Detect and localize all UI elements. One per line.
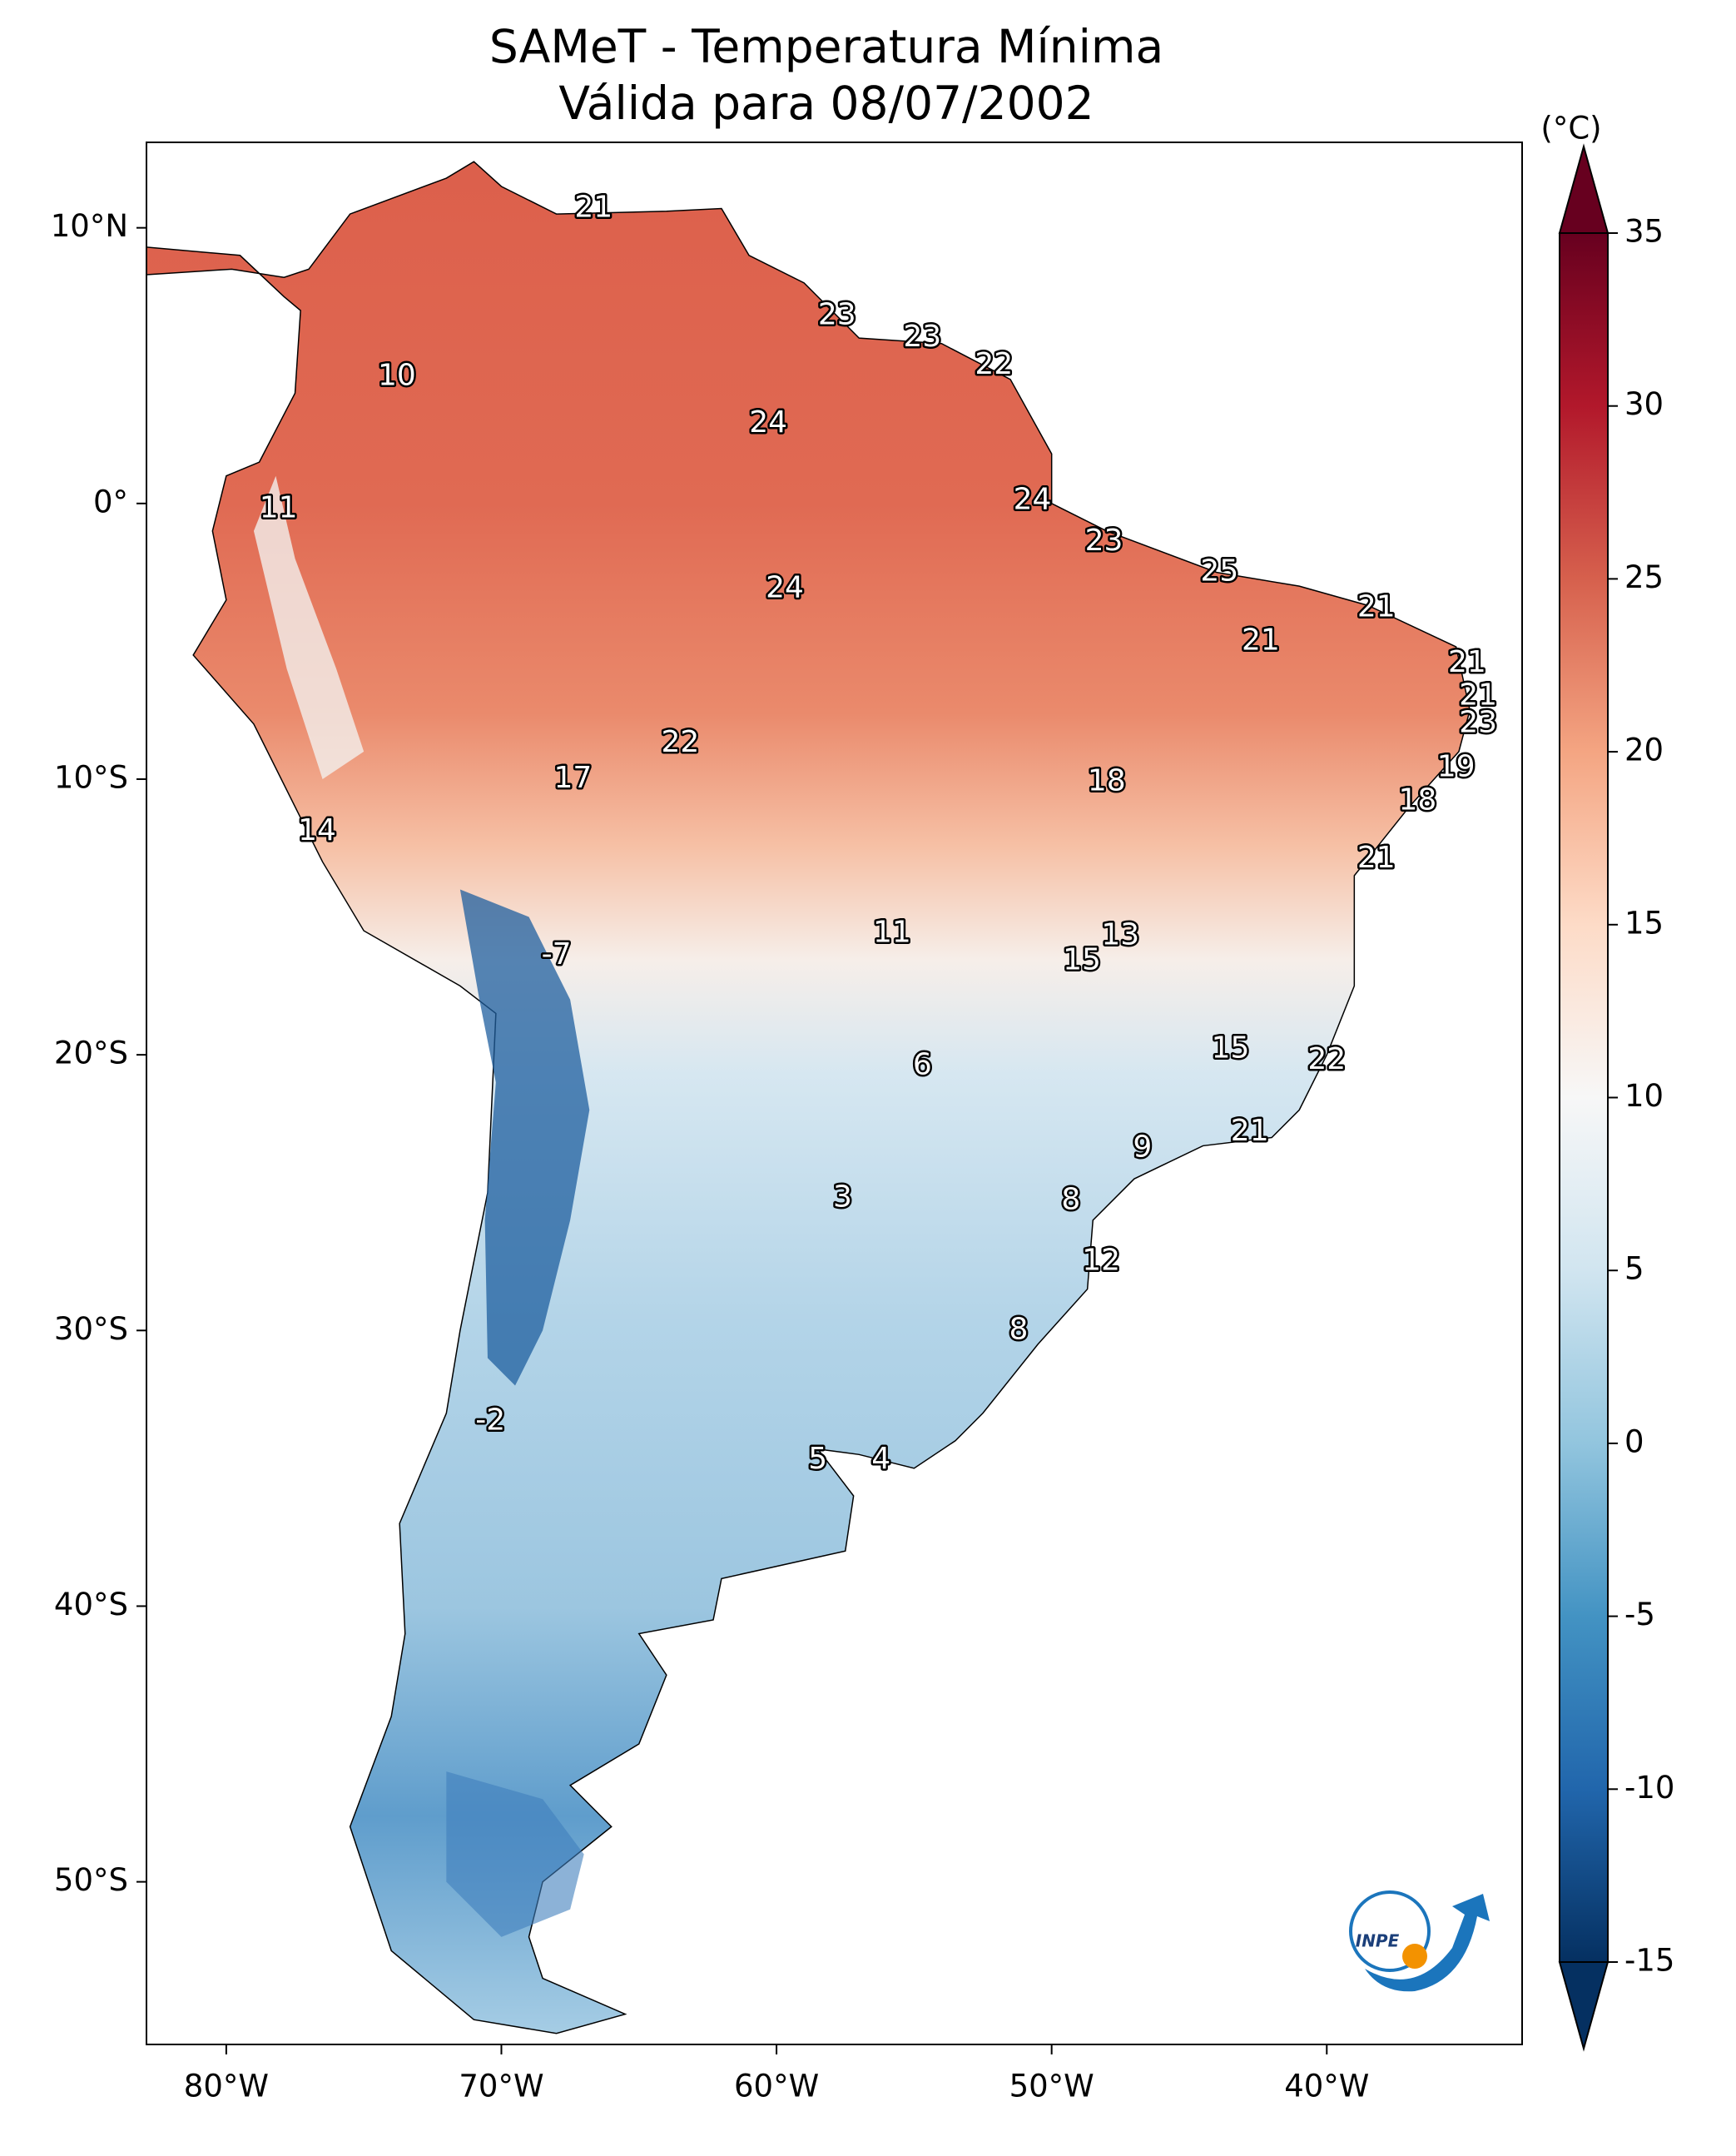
temperature-label: 13	[1101, 918, 1139, 952]
temperature-label: 22	[975, 347, 1013, 381]
axes: 80°W 70°W 60°W 50°W 40°W10°N0°10°S20°S30°S40…	[51, 208, 1675, 2104]
temperature-label: 8	[1009, 1312, 1029, 1346]
colorbar-tick-label: 35	[1624, 214, 1664, 250]
temperature-label: 22	[1307, 1042, 1346, 1076]
temperature-label: 21	[1242, 623, 1280, 657]
colorbar-tick-label: 0	[1624, 1423, 1644, 1459]
y-tick-label: 10°N	[51, 208, 128, 244]
y-tick-label: 20°S	[54, 1036, 128, 1071]
temperature-label: 18	[1088, 763, 1126, 797]
logo-arrow	[1365, 1894, 1490, 1992]
y-tick-label: 30°S	[54, 1311, 128, 1347]
land	[146, 161, 1470, 2034]
x-tick-label: 70°W	[459, 2069, 543, 2104]
andes-north	[253, 475, 365, 779]
chart-subtitle: Válida para 08/07/2002	[558, 77, 1094, 130]
temperature-label: 17	[554, 761, 593, 795]
colorbar-tick-label: 5	[1624, 1251, 1644, 1287]
temperature-label: 10	[378, 358, 416, 392]
temperature-label: 11	[873, 915, 911, 949]
colorbar-extend-top	[1558, 143, 1610, 234]
map-geography	[146, 161, 1470, 2034]
x-tick-label: 80°W	[184, 2069, 269, 2104]
colorbar-tick-label: 25	[1624, 559, 1664, 595]
chart-title: SAMeT - Temperatura Mínima	[489, 20, 1163, 73]
colorbar-tick-label: -15	[1624, 1943, 1674, 1979]
colorbar-tick-label: 30	[1624, 386, 1664, 422]
colorbar-tick-label: -10	[1624, 1770, 1674, 1806]
temperature-label: 21	[1357, 841, 1396, 875]
colorbar-label: (°C)	[1540, 111, 1601, 147]
temperature-label: 21	[1448, 645, 1486, 679]
temperature-label: 25	[1200, 554, 1238, 589]
temperature-label: 19	[1437, 750, 1476, 784]
temperature-label: 21	[574, 190, 613, 224]
temperature-label: 24	[1014, 483, 1052, 517]
y-tick-label: 40°S	[54, 1587, 128, 1622]
colorbar-tick-label: -5	[1624, 1597, 1655, 1632]
temperature-label: 8	[1061, 1183, 1080, 1217]
temperature-label: 23	[903, 320, 941, 354]
temperature-label: 22	[661, 725, 699, 759]
temperature-label: -2	[475, 1403, 505, 1438]
temperature-label: 4	[871, 1442, 890, 1476]
x-tick-label: 40°W	[1284, 2069, 1369, 2104]
temperature-label: 15	[1063, 943, 1101, 977]
patagonia-cold	[446, 1771, 584, 1937]
temperature-label: 21	[1459, 678, 1497, 713]
colorbar-tick-label: 15	[1624, 905, 1664, 941]
colorbar	[1559, 232, 1609, 1963]
temperature-label: 21	[1231, 1114, 1269, 1148]
temperature-label: 5	[808, 1442, 827, 1476]
temperature-label: 23	[1459, 706, 1497, 740]
temperature-label: 21	[1357, 590, 1396, 624]
plot-frame	[146, 142, 1523, 2045]
logo: INPE	[1349, 1890, 1490, 1992]
y-tick-label: 50°S	[54, 1862, 128, 1898]
logo-ring	[1349, 1890, 1431, 1972]
temperature-label: 15	[1212, 1031, 1250, 1066]
temperature-label: 23	[818, 298, 856, 332]
temperature-label: 11	[260, 490, 298, 524]
temperature-label: 24	[766, 570, 804, 604]
colorbar-extend-bottom	[1558, 1961, 1610, 2052]
temperature-label: 14	[298, 813, 336, 847]
x-tick-label: 60°W	[734, 2069, 819, 2104]
temperature-label: 6	[913, 1047, 932, 1081]
colorbar-tick-label: 10	[1624, 1078, 1664, 1114]
y-tick-label: 10°S	[54, 759, 128, 795]
temperature-label: 3	[833, 1180, 852, 1214]
temperature-label: 18	[1398, 782, 1436, 817]
colorbar-tick-label: 20	[1624, 733, 1664, 768]
x-tick-label: 50°W	[1009, 2069, 1094, 2104]
temperature-label: -7	[542, 937, 572, 971]
logo-dot	[1402, 1944, 1427, 1969]
andes-cold	[459, 889, 590, 1386]
y-tick-label: 0°	[93, 484, 128, 519]
logo-text: INPE	[1356, 1931, 1400, 1951]
temperature-label: 9	[1133, 1130, 1152, 1165]
temperature-label: 12	[1082, 1244, 1120, 1278]
temperature-label: 24	[749, 405, 787, 440]
temperature-label: 23	[1085, 524, 1123, 558]
